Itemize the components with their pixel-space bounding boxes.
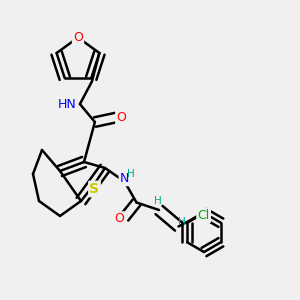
Text: H: H xyxy=(154,196,161,206)
Text: O: O xyxy=(116,111,126,124)
Text: O: O xyxy=(73,31,83,44)
Text: O: O xyxy=(114,212,124,226)
Text: H: H xyxy=(178,217,185,227)
Text: H: H xyxy=(127,169,134,179)
Text: HN: HN xyxy=(58,98,77,110)
Text: Cl: Cl xyxy=(197,209,210,222)
Text: S: S xyxy=(89,182,100,196)
Text: N: N xyxy=(120,172,129,185)
